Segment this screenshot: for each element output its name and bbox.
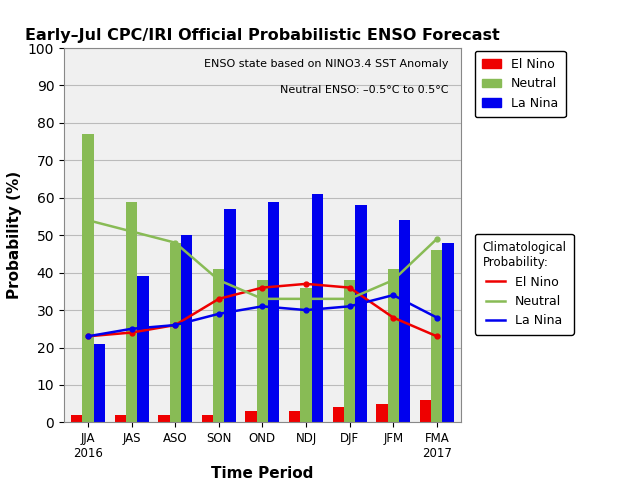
Title: Early–Jul CPC/IRI Official Probabilistic ENSO Forecast: Early–Jul CPC/IRI Official Probabilistic… [25,28,500,43]
Bar [442,243,454,422]
Bar [158,415,170,422]
Bar [83,134,93,422]
Bar [213,269,225,422]
Bar [126,202,137,422]
Bar [376,404,388,422]
Bar [202,415,213,422]
Bar [115,415,126,422]
Bar [312,194,323,422]
Bar [137,276,148,422]
Bar [399,220,410,422]
Bar [170,243,181,422]
Bar [93,344,105,422]
Y-axis label: Probability (%): Probability (%) [7,171,22,299]
Bar [355,205,367,422]
Bar [420,400,431,422]
Bar [333,408,344,422]
Bar [289,411,300,422]
Text: ENSO state based on NINO3.4 SST Anomaly: ENSO state based on NINO3.4 SST Anomaly [204,59,449,69]
Bar [257,280,268,422]
Bar [431,250,442,422]
Text: Neutral ENSO: –0.5°C to 0.5°C: Neutral ENSO: –0.5°C to 0.5°C [280,85,449,96]
Bar [245,411,257,422]
Bar [181,235,192,422]
Bar [268,202,280,422]
Legend: El Nino, Neutral, La Nina: El Nino, Neutral, La Nina [475,234,574,335]
Bar [300,288,312,422]
X-axis label: Time Period: Time Period [211,466,314,480]
Bar [344,280,355,422]
Bar [71,415,83,422]
Bar [388,269,399,422]
Bar [225,209,236,422]
